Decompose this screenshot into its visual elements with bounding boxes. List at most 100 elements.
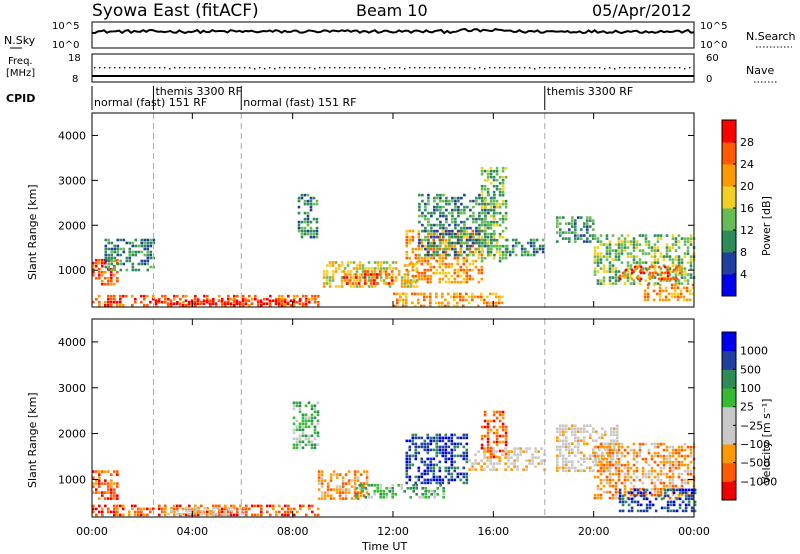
echo-cell xyxy=(343,267,347,270)
echo-cell xyxy=(361,264,365,267)
echo-cell xyxy=(429,256,433,260)
echo-cell xyxy=(203,512,206,516)
echo-cell xyxy=(462,295,465,299)
echo-cell xyxy=(354,276,358,279)
echo-cell xyxy=(420,262,424,266)
echo-cell xyxy=(405,244,409,248)
echo-cell xyxy=(593,445,597,449)
echo-cell xyxy=(424,247,427,251)
echo-cell xyxy=(341,497,345,500)
echo-cell xyxy=(353,476,357,479)
nave-point xyxy=(129,67,131,69)
echo-cell xyxy=(614,282,618,285)
echo-cell xyxy=(385,487,388,490)
echo-cell xyxy=(659,255,663,258)
echo-cell xyxy=(442,205,445,209)
echo-cell xyxy=(671,270,675,273)
echo-cell xyxy=(669,277,673,281)
echo-cell xyxy=(611,442,615,446)
echo-cell xyxy=(447,478,451,482)
echo-cell xyxy=(647,448,651,452)
nave-point xyxy=(194,67,196,69)
echo-cell xyxy=(596,469,600,473)
echo-cell xyxy=(143,262,147,266)
echo-cell xyxy=(239,504,242,508)
echo-cell xyxy=(511,238,515,242)
nave-point xyxy=(454,67,456,69)
echo-cell xyxy=(427,250,430,254)
echo-cell xyxy=(337,285,341,288)
echo-cell xyxy=(113,513,116,517)
echo-cell xyxy=(646,298,650,302)
echo-cell xyxy=(170,506,173,510)
echo-cell xyxy=(173,504,176,508)
colorbar-swatch xyxy=(722,388,736,408)
echo-cell xyxy=(194,297,197,301)
echo-cell xyxy=(660,277,664,281)
echo-cell xyxy=(429,439,433,443)
echo-cell xyxy=(611,484,615,488)
echo-cell xyxy=(516,447,519,450)
echo-cell xyxy=(438,256,442,260)
echo-cell xyxy=(432,478,436,482)
echo-cell xyxy=(334,267,338,270)
echo-cell xyxy=(614,496,618,500)
echo-cell xyxy=(688,298,692,302)
echo-cell xyxy=(592,427,595,430)
echo-cell xyxy=(441,292,444,296)
echo-cell xyxy=(626,472,630,476)
echo-cell xyxy=(306,211,310,215)
echo-cell xyxy=(110,276,113,280)
echo-cell xyxy=(459,436,463,440)
colorbar-tick-label: 16 xyxy=(740,202,754,215)
echo-cell xyxy=(286,302,290,305)
echo-cell xyxy=(484,223,487,227)
echo-cell xyxy=(462,271,466,275)
echo-cell xyxy=(486,190,490,194)
echo-cell xyxy=(119,504,122,508)
echo-cell xyxy=(617,448,621,452)
echo-cell xyxy=(405,298,408,302)
echo-cell xyxy=(290,507,293,511)
echo-cell xyxy=(673,295,677,299)
echo-cell xyxy=(463,205,466,209)
echo-cell xyxy=(523,250,527,254)
echo-cell xyxy=(501,422,505,426)
echo-cell xyxy=(248,294,251,298)
echo-cell xyxy=(659,493,663,497)
echo-cell xyxy=(349,285,353,288)
echo-cell xyxy=(417,259,421,263)
echo-cell xyxy=(414,436,418,440)
echo-cell xyxy=(179,297,182,301)
echo-cell xyxy=(448,223,451,227)
echo-cell xyxy=(617,246,621,249)
echo-cell xyxy=(492,229,496,233)
nave-point xyxy=(294,67,296,69)
echo-cell xyxy=(414,481,418,485)
echo-cell xyxy=(125,294,128,298)
echo-cell xyxy=(483,178,487,182)
freq-tick-bottom: 8 xyxy=(72,74,78,85)
echo-cell xyxy=(454,220,457,224)
echo-cell xyxy=(562,430,565,433)
echo-cell xyxy=(532,238,536,242)
echo-cell xyxy=(116,238,120,242)
echo-cell xyxy=(481,199,484,203)
echo-cell xyxy=(194,504,197,508)
echo-cell xyxy=(556,240,559,243)
echo-cell xyxy=(218,506,221,510)
echo-cell xyxy=(391,496,394,499)
echo-cell xyxy=(409,285,413,288)
echo-cell xyxy=(498,425,502,429)
echo-cell xyxy=(629,448,633,452)
echo-cell xyxy=(529,241,533,245)
echo-cell xyxy=(684,488,688,492)
echo-cell xyxy=(436,205,439,209)
echo-cell xyxy=(113,470,116,473)
echo-cell xyxy=(342,276,346,279)
x-tick-label: 16:00 xyxy=(477,525,509,538)
echo-cell xyxy=(504,462,507,465)
echo-cell xyxy=(125,259,129,263)
echo-cell xyxy=(439,241,442,245)
echo-cell xyxy=(621,271,625,275)
